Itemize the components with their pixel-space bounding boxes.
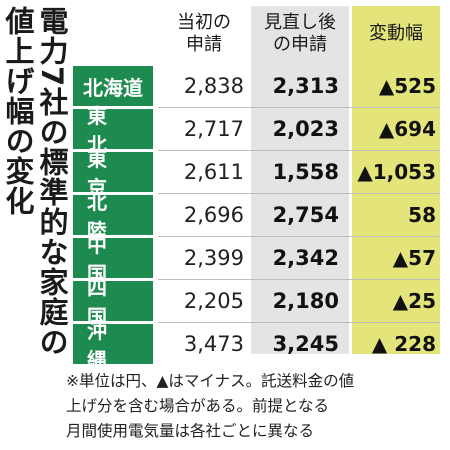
initial-value: 2,611 xyxy=(183,160,244,184)
revised-value: 3,245 xyxy=(272,332,339,356)
footnote: ※単位は円、▲はマイナス。託送料金の値 上げ分を含む場合がある。前提となる 月間… xyxy=(66,372,355,440)
title-line-2: 値上げ幅の変化 xyxy=(1,6,35,216)
header-initial-application: 当初の 申請 xyxy=(177,12,231,55)
initial-value: 2,399 xyxy=(183,246,244,270)
revised-value: 1,558 xyxy=(272,160,339,184)
revised-column-background xyxy=(251,6,349,354)
change-value: 58 xyxy=(408,203,436,227)
row-divider xyxy=(158,236,440,237)
change-value: ▲1,053 xyxy=(357,160,436,184)
table-row: 中 国 2,399 2,342 ▲57 xyxy=(73,233,440,286)
change-value: ▲525 xyxy=(378,74,436,98)
row-divider xyxy=(158,150,440,151)
revised-value: 2,023 xyxy=(272,117,339,141)
title-line-1: 電力7社の標準的な家庭の xyxy=(35,6,69,358)
header-change-amount: 変動幅 xyxy=(369,23,423,44)
change-value: ▲694 xyxy=(378,117,436,141)
initial-value: 3,473 xyxy=(183,332,244,356)
header-revised-application: 見直し後 の申請 xyxy=(264,12,336,55)
data-table: 北海道 2,838 2,313 ▲525 東 北 2,717 2,023 ▲69… xyxy=(73,66,440,372)
revised-value: 2,313 xyxy=(272,74,339,98)
table-row: 四 国 2,205 2,180 ▲25 xyxy=(73,276,440,329)
table-row: 北 陸 2,696 2,754 58 xyxy=(73,190,440,243)
revised-value: 2,754 xyxy=(272,203,339,227)
row-divider xyxy=(158,322,440,323)
table-row: 北海道 2,838 2,313 ▲525 xyxy=(73,66,440,106)
row-divider xyxy=(158,193,440,194)
company-label: 東 京 xyxy=(73,147,153,200)
initial-value: 2,205 xyxy=(183,289,244,313)
table-row: 沖 縄 3,473 3,245 ▲ 228 xyxy=(73,319,440,372)
initial-value: 2,838 xyxy=(183,74,244,98)
revised-value: 2,180 xyxy=(272,289,339,313)
change-column-background xyxy=(352,6,440,354)
company-label: 北海道 xyxy=(73,66,153,106)
revised-value: 2,342 xyxy=(272,246,339,270)
row-divider xyxy=(158,279,440,280)
company-label: 沖 縄 xyxy=(73,319,153,372)
change-value: ▲57 xyxy=(392,246,436,270)
change-value: ▲25 xyxy=(392,289,436,313)
company-label: 中 国 xyxy=(73,233,153,286)
initial-value: 2,696 xyxy=(183,203,244,227)
change-value: ▲ 228 xyxy=(371,332,436,356)
company-label: 東 北 xyxy=(73,104,153,157)
row-divider xyxy=(158,107,440,108)
table-row: 東 京 2,611 1,558 ▲1,053 xyxy=(73,147,440,200)
initial-value: 2,717 xyxy=(183,117,244,141)
table-row: 東 北 2,717 2,023 ▲694 xyxy=(73,104,440,157)
